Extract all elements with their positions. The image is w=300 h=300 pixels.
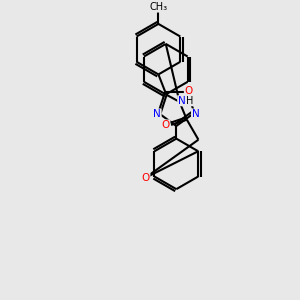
Text: CH₃: CH₃ bbox=[149, 2, 167, 12]
Text: O: O bbox=[162, 120, 170, 130]
Text: O: O bbox=[142, 172, 150, 183]
Text: O: O bbox=[184, 86, 193, 96]
Text: H: H bbox=[186, 96, 194, 106]
Text: N: N bbox=[153, 109, 161, 119]
Text: N: N bbox=[191, 109, 199, 119]
Text: N: N bbox=[178, 96, 185, 106]
